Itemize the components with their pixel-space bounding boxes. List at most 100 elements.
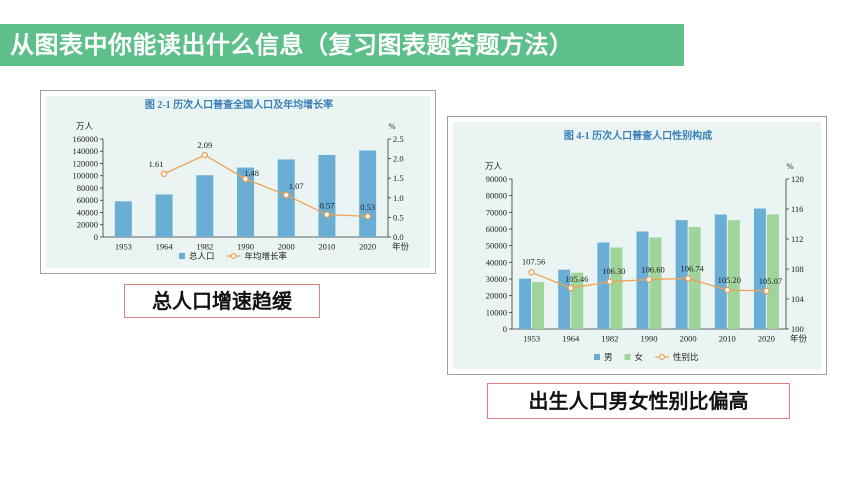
legend-label-性别比: 性别比 [673,352,699,362]
point-年均增长率 [242,175,249,183]
x-tick-label: 1982 [601,334,618,344]
y-tick-label-right: 0.5 [393,212,404,222]
data-label-性别比: 106.30 [602,266,625,276]
y-tick-label-left: 100000 [73,171,99,181]
data-label-性别比: 105.20 [718,275,741,285]
y-tick-label-left: 60000 [77,195,98,205]
data-label-性别比: 105.07 [759,276,782,286]
point-性别比 [684,275,692,282]
header-bar: 从图表中你能读出什么信息（复习图表题答题方法） [0,24,684,66]
caption-left-text: 总人口增速趋缓 [152,289,292,313]
x-tick-label: 2010 [719,334,736,344]
legend-label-女: 女 [635,352,644,362]
legend-label-男: 男 [604,352,613,362]
y-tick-label-right: 104 [791,294,805,304]
y-tick-label-left: 90000 [486,174,507,184]
x-tick-label: 1953 [523,334,540,344]
bar-男 [714,214,727,329]
y-tick-label-left: 120000 [73,158,99,168]
bar-男 [519,278,532,329]
y-tick-label-left: 0 [94,232,98,242]
data-label-性别比: 107.56 [522,256,545,266]
y-tick-label-left: 160000 [73,134,99,144]
legend-marker-性别比 [659,354,666,361]
y-tick-label-right: 112 [791,234,803,244]
bar-女 [766,214,779,329]
point-性别比 [606,278,614,285]
bar-女 [688,227,701,329]
legend-label-总人口: 总人口 [189,251,215,261]
bar-女 [532,282,545,329]
point-年均增长率 [364,212,371,220]
line-年均增长率 [163,154,368,217]
data-label-年均增长率: 2.09 [197,140,212,150]
data-label-性别比: 105.46 [565,274,588,284]
y-axis-right-unit: % [388,121,395,131]
point-年均增长率 [323,211,331,218]
y-axis-left-unit: 万人 [485,161,503,171]
y-tick-label-right: 120 [791,174,804,184]
data-label-年均增长率: 0.53 [360,202,375,212]
chart-title: 图 2-1 历次人口普查全国人口及年均增长率 [145,98,333,111]
y-tick-label-left: 50000 [486,241,507,251]
point-性别比 [763,287,770,295]
y-tick-label-right: 100 [791,324,804,334]
caption-right-text: 出生人口男女性别比偏高 [528,389,749,413]
x-tick-label: 1964 [562,334,580,344]
legend-swatch-男 [594,354,600,360]
y-tick-label-left: 30000 [486,274,507,284]
data-label-性别比: 106.60 [641,265,664,275]
y-tick-label-right: 1.5 [393,173,404,183]
point-年均增长率 [282,191,290,199]
y-tick-label-right: 108 [791,264,804,274]
y-tick-label-right: 0.0 [393,232,404,242]
legend-marker-年均增长率 [230,253,237,260]
bar-总人口 [359,150,377,237]
x-tick-label: 2010 [318,242,335,252]
y-tick-label-left: 60000 [486,224,507,234]
data-label-年均增长率: 1.07 [289,181,304,191]
point-性别比 [645,276,653,283]
x-tick-label: 2000 [680,334,697,344]
bar-男 [675,220,688,329]
data-label-年均增长率: 1.48 [244,168,259,178]
legend-label-年均增长率: 年均增长率 [245,251,288,261]
x-tick-label: 2000 [278,242,295,252]
bar-总人口 [114,201,132,237]
y-tick-label-left: 0 [503,324,507,334]
x-tick-label: 1982 [196,242,213,252]
chart-title: 图 4-1 历次人口普查人口性别构成 [564,129,712,142]
chart-population: 图 2-1 历次人口普查全国人口及年均增长率 万人% 0 20000 40000 6000… [40,90,436,274]
y-tick-label-left: 140000 [73,146,99,156]
point-性别比 [528,269,535,276]
bar-总人口 [318,154,336,237]
bar-男 [597,242,610,329]
x-axis-unit: 年份 [392,242,410,252]
y-tick-label-left: 80000 [77,183,98,193]
y-tick-label-left: 40000 [77,207,98,217]
y-tick-label-left: 20000 [486,291,507,301]
data-label-年均增长率: 1.61 [149,159,164,169]
point-性别比 [567,284,574,292]
legend-swatch-总人口 [179,253,185,259]
bar-总人口 [155,194,173,237]
y-tick-label-left: 10000 [486,307,507,317]
x-tick-label: 1990 [237,242,254,252]
bar-总人口 [237,167,254,237]
x-tick-label: 2020 [359,242,376,252]
y-tick-label-left: 40000 [486,257,507,267]
caption-right: 出生人口男女性别比偏高 [487,383,790,419]
bar-总人口 [196,175,214,237]
caption-left: 总人口增速趋缓 [124,284,320,318]
legend-swatch-女 [624,354,631,360]
bar-男 [753,208,766,329]
y-tick-label-left: 70000 [486,207,507,217]
x-tick-label: 1990 [641,334,658,344]
y-tick-label-right: 2.0 [393,154,404,164]
point-年均增长率 [201,151,209,159]
page-title: 从图表中你能读出什么信息（复习图表题答题方法） [10,31,574,59]
x-axis-unit: 年份 [790,334,808,344]
data-label-性别比: 106.74 [680,263,704,273]
bar-女 [610,247,623,329]
